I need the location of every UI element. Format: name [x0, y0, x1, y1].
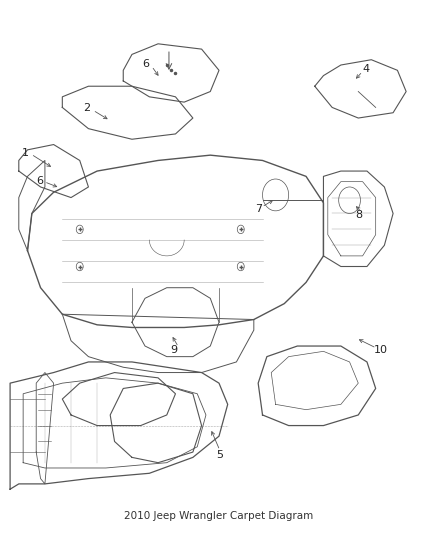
Text: 6: 6: [36, 175, 43, 185]
Text: 2: 2: [83, 103, 90, 114]
Text: 1: 1: [22, 148, 29, 158]
Text: 5: 5: [216, 450, 223, 460]
Text: 9: 9: [171, 345, 178, 356]
Text: 4: 4: [363, 64, 370, 74]
Text: 7: 7: [255, 204, 263, 214]
Text: 10: 10: [374, 345, 388, 356]
Text: 2010 Jeep Wrangler Carpet Diagram: 2010 Jeep Wrangler Carpet Diagram: [124, 511, 314, 521]
Text: 8: 8: [356, 209, 363, 220]
Text: 6: 6: [142, 59, 149, 69]
